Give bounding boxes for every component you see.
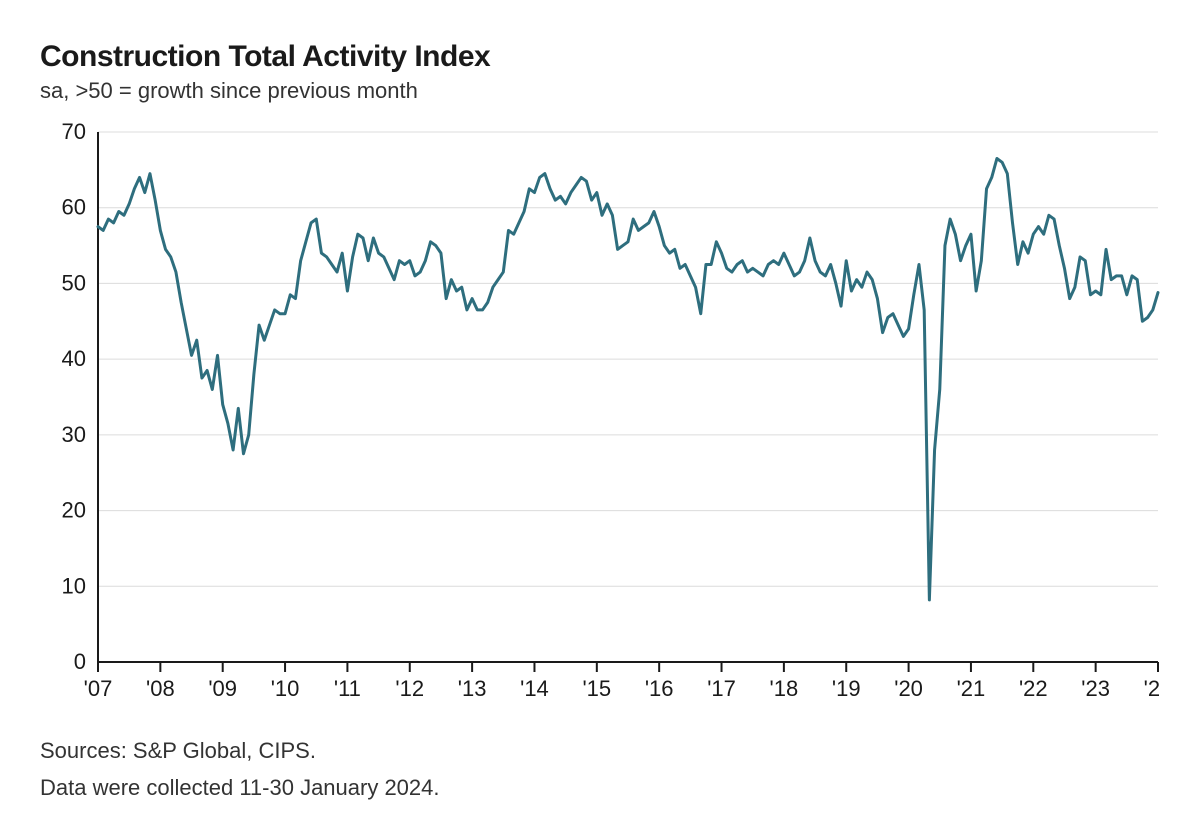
- y-axis: 0 10 20 30 40 50 60 70: [62, 122, 98, 674]
- chart-container: Construction Total Activity Index sa, >5…: [0, 0, 1200, 828]
- chart-subtitle: sa, >50 = growth since previous month: [40, 78, 1160, 104]
- svg-text:'10: '10: [271, 676, 300, 701]
- svg-text:'21: '21: [957, 676, 986, 701]
- chart-collection-note: Data were collected 11-30 January 2024.: [40, 771, 1160, 804]
- svg-text:'11: '11: [334, 676, 361, 701]
- svg-text:'15: '15: [582, 676, 611, 701]
- svg-text:50: 50: [62, 270, 86, 295]
- svg-text:'13: '13: [458, 676, 487, 701]
- svg-text:'20: '20: [894, 676, 923, 701]
- svg-text:40: 40: [62, 346, 86, 371]
- svg-text:'07: '07: [84, 676, 113, 701]
- svg-text:'19: '19: [832, 676, 861, 701]
- line-chart: 0 10 20 30 40 50 60 70 '07 '08 '09 '10 '11 '12 '13 '14…: [40, 122, 1160, 722]
- svg-text:'18: '18: [770, 676, 799, 701]
- svg-text:'09: '09: [208, 676, 237, 701]
- gridlines: [98, 132, 1158, 586]
- chart-title: Construction Total Activity Index: [40, 40, 1160, 74]
- svg-text:60: 60: [62, 195, 86, 220]
- svg-text:70: 70: [62, 122, 86, 144]
- svg-text:'23: '23: [1081, 676, 1110, 701]
- svg-text:'17: '17: [707, 676, 736, 701]
- svg-text:0: 0: [74, 649, 86, 674]
- svg-text:20: 20: [62, 498, 86, 523]
- x-axis: '07 '08 '09 '10 '11 '12 '13 '14 '15 '16 '17 '18 '19 '…: [84, 662, 1160, 701]
- chart-source: Sources: S&P Global, CIPS.: [40, 734, 1160, 767]
- svg-text:'08: '08: [146, 676, 175, 701]
- svg-text:'24: '24: [1144, 676, 1160, 701]
- svg-text:'22: '22: [1019, 676, 1048, 701]
- svg-text:10: 10: [62, 573, 86, 598]
- svg-text:30: 30: [62, 422, 86, 447]
- activity-index-line: [98, 159, 1158, 600]
- svg-text:'16: '16: [645, 676, 674, 701]
- svg-text:'12: '12: [395, 676, 424, 701]
- svg-text:'14: '14: [520, 676, 549, 701]
